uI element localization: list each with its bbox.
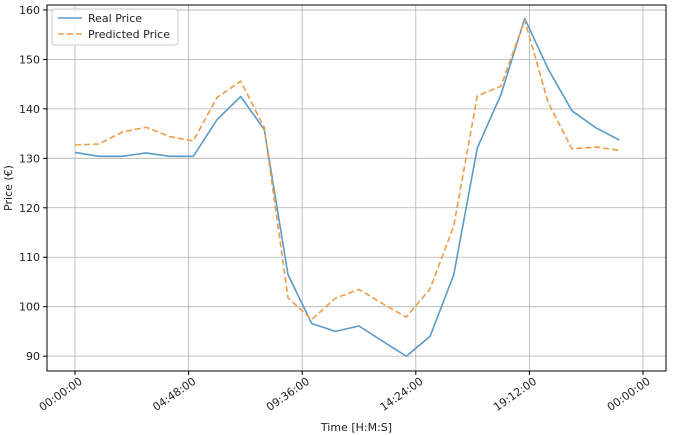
- y-tick-label: 140: [19, 103, 40, 116]
- grid-layer: [47, 5, 666, 371]
- x-axis-label: Time [H:M:S]: [320, 421, 392, 434]
- y-tick-label: 160: [19, 4, 40, 17]
- x-tick-label: 00:00:00: [37, 375, 85, 414]
- series-line-predicted-price: [74, 19, 620, 321]
- y-tick-label: 100: [19, 301, 40, 314]
- y-tick-label: 90: [26, 350, 40, 363]
- x-tick-label: 14:24:00: [378, 375, 426, 414]
- legend-box: [51, 8, 179, 46]
- y-tick-label: 130: [19, 152, 40, 165]
- series-layer: [74, 17, 620, 358]
- x-tick-label: 00:00:00: [605, 375, 653, 414]
- y-tick-label: 120: [19, 202, 40, 215]
- x-tick-label: 09:36:00: [264, 375, 312, 414]
- plot-frame: [46, 4, 667, 372]
- x-tick-label: 04:48:00: [150, 375, 198, 414]
- y-tick-label: 110: [19, 251, 40, 264]
- legend: Real Price Predicted Price: [51, 8, 179, 46]
- legend-label-real-price: Real Price: [88, 12, 142, 25]
- legend-label-predicted-price: Predicted Price: [88, 28, 170, 41]
- y-axis-label: Price (€): [2, 165, 15, 211]
- series-line-real-price: [74, 17, 620, 358]
- y-tick-label: 150: [19, 53, 40, 66]
- ticks-layer: 90 100 110 120 130 140 150 160 00:00:00 04:48:00 0…: [19, 4, 653, 414]
- x-tick-label: 19:12:00: [491, 375, 539, 414]
